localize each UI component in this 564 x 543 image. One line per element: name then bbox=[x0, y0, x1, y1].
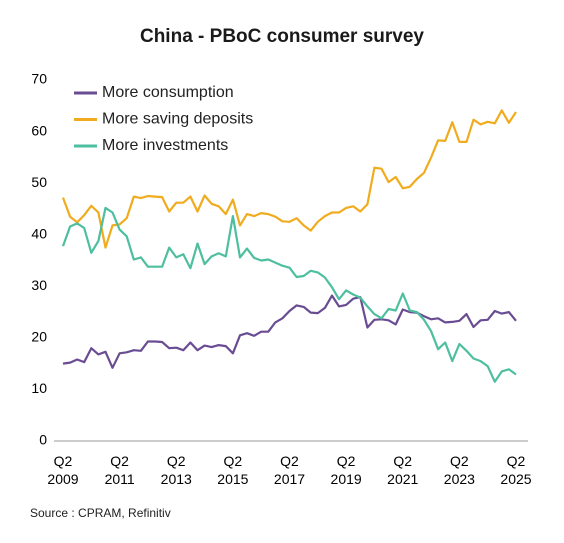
series-line bbox=[61, 206, 517, 383]
x-tick-label-line: Q2 bbox=[54, 453, 73, 469]
source: Source : CPRAM, Refinitiv bbox=[30, 506, 171, 520]
x-tick-label-line: 2021 bbox=[387, 471, 418, 487]
x-tick-label: Q2 2019 bbox=[331, 453, 362, 487]
x-tick-label: Q2 2025 bbox=[500, 453, 531, 487]
x-tick-label: Q2 2013 bbox=[161, 453, 192, 487]
x-tick-label-line: Q2 bbox=[224, 453, 243, 469]
x-tick-label-line: 2013 bbox=[161, 471, 192, 487]
y-tick-label: 10 bbox=[31, 380, 47, 396]
y-tick-label: 40 bbox=[31, 225, 47, 241]
x-tick-label: Q2 2021 bbox=[387, 453, 418, 487]
x-tick-label-line: 2025 bbox=[500, 471, 531, 487]
y-tick-label: 30 bbox=[31, 277, 47, 293]
x-tick-label-line: Q2 bbox=[393, 453, 412, 469]
x-tick-label: Q2 2023 bbox=[444, 453, 475, 487]
x-tick-label-line: 2017 bbox=[274, 471, 305, 487]
x-tick-label-line: Q2 bbox=[507, 453, 526, 469]
y-tick-label: 70 bbox=[31, 71, 47, 87]
y-tick-label: 50 bbox=[31, 174, 47, 190]
y-tick-label: 20 bbox=[31, 329, 47, 345]
series-line bbox=[61, 109, 517, 249]
y-tick-label: 60 bbox=[31, 122, 47, 138]
x-tick-label-line: Q2 bbox=[280, 453, 299, 469]
x-tick-label-line: 2023 bbox=[444, 471, 475, 487]
x-tick-label-line: 2009 bbox=[47, 471, 78, 487]
y-tick-label: 0 bbox=[39, 432, 47, 448]
x-tick-label-line: 2019 bbox=[331, 471, 362, 487]
legend-label: More saving deposits bbox=[102, 111, 253, 128]
x-tick-label-line: 2015 bbox=[217, 471, 248, 487]
chart-title: China - PBoC consumer survey bbox=[140, 26, 424, 47]
x-tick-label: Q2 2015 bbox=[217, 453, 248, 487]
x-tick-label: Q2 2009 bbox=[47, 453, 78, 487]
x-tick-label-line: Q2 bbox=[110, 453, 129, 469]
x-tick-label-line: 2011 bbox=[105, 471, 135, 487]
x-tick-label: Q2 2011 bbox=[105, 453, 135, 487]
x-tick-label-line: Q2 bbox=[167, 453, 186, 469]
legend-label: More investments bbox=[102, 137, 228, 154]
x-tick-label: Q2 2017 bbox=[274, 453, 305, 487]
x-tick-label-line: Q2 bbox=[337, 453, 356, 469]
x-tick-label-line: Q2 bbox=[450, 453, 469, 469]
legend-label: More consumption bbox=[102, 84, 234, 101]
series-line bbox=[62, 294, 517, 369]
